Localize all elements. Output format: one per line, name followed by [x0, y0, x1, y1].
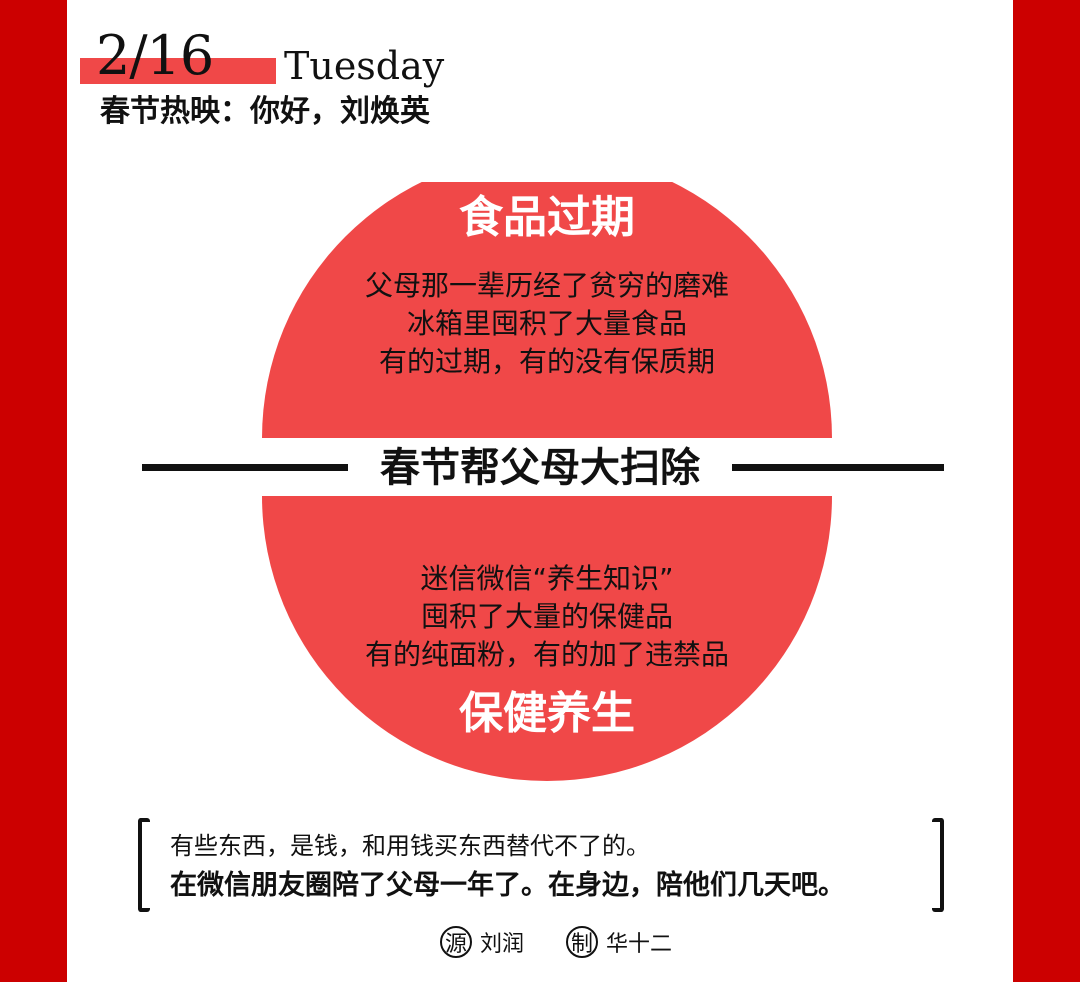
maker-badge: 制: [566, 926, 598, 958]
divider-right: [732, 464, 944, 471]
bottom-section-title: 保健养生: [459, 688, 635, 739]
top-section-line: 冰箱里囤积了大量食品: [406, 307, 687, 340]
quote-line: 有些东西，是钱，和用钱买东西替代不了的。: [170, 832, 650, 860]
circle-top-half: [262, 182, 832, 438]
source-badge: 源: [440, 926, 472, 958]
red-circle: [262, 182, 832, 782]
top-section-title: 食品过期: [459, 192, 635, 243]
circle-bottom-half: [262, 496, 832, 781]
date: 2/16: [96, 24, 214, 87]
top-section-line: 父母那一辈历经了贫穷的磨难: [364, 269, 729, 302]
quote-bracket-left: [138, 818, 150, 912]
left-red-border: [0, 0, 67, 982]
source-credit: 源 刘润: [440, 923, 524, 961]
center-banner: 春节帮父母大扫除: [360, 444, 720, 492]
bottom-section-line: 迷信微信“养生知识”: [420, 562, 674, 595]
bottom-section-line: 囤积了大量的保健品: [420, 600, 673, 633]
divider-left: [142, 464, 348, 471]
bottom-section-line: 有的纯面粉，有的加了违禁品: [364, 638, 729, 671]
right-red-border: [1013, 0, 1080, 982]
date-highlight-bar: [80, 58, 276, 84]
top-section-line: 有的过期，有的没有保质期: [378, 345, 715, 378]
subtitle: 春节热映：你好，刘焕英: [100, 94, 430, 129]
maker-name: 华十二: [606, 932, 673, 957]
quote-bracket-right: [932, 818, 944, 912]
quote-line-emphasis: 在微信朋友圈陪了父母一年了。在身边，陪他们几天吧。: [170, 870, 845, 901]
maker-credit: 制 华十二: [566, 923, 672, 961]
source-name: 刘润: [480, 932, 525, 957]
weekday: Tuesday: [284, 44, 445, 88]
